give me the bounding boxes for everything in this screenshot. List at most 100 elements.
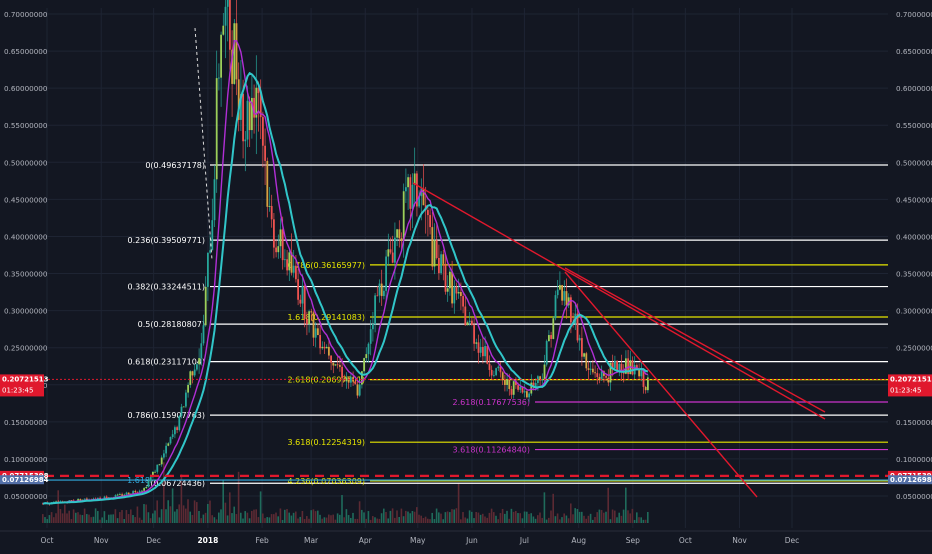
candle-body [427,210,429,216]
fib-level-label: 0.236(0.39509771) [128,236,206,245]
volume-bar [435,508,438,523]
volume-bar [354,518,356,523]
grid [40,8,888,528]
volume-bar [81,515,84,523]
fib-level-label: 0.786(0.15907763) [128,411,206,420]
candle-body [464,306,467,326]
volume-bar [548,517,550,523]
volume-bar [596,512,598,523]
volume-bar [178,504,180,523]
fib-level-label: 4.236(0.07036309) [288,477,366,486]
candle-body [246,100,249,140]
volume-bar [572,514,574,523]
candle-body [576,313,579,341]
volume-bar [642,519,645,523]
volume-bar [552,493,554,523]
candle-body [475,342,478,344]
candle-body [211,220,214,251]
candle-body [127,492,130,495]
volume-bar [466,518,469,523]
candle-body [336,364,339,366]
volume-bar [211,515,213,523]
candle-body [202,325,205,344]
candle-body [180,406,183,416]
trend-lines[interactable] [0,27,888,498]
trend-line[interactable] [194,27,213,261]
trend-line[interactable] [564,267,826,413]
candle-body [455,286,458,294]
y-tick-label: 0.30000000 [896,307,932,316]
candle-body [141,490,143,492]
volume-bar [334,519,337,523]
candle-body [310,311,313,313]
volume-bar [264,518,266,523]
candle-body [134,491,137,493]
candle-body [103,496,106,500]
volume-bar [88,514,90,523]
volume-bar [116,518,119,523]
volume-bar [495,515,497,523]
volume-bar [251,510,253,523]
candle-body [378,283,381,296]
candle-body [275,247,277,253]
candle-body [222,25,225,35]
price-marker-label: 0.20721513 [2,375,49,383]
volume-bar [589,513,592,523]
candle-body [620,363,623,372]
volume-bar [222,480,224,523]
volume-bar [561,517,563,523]
volume-bar [273,514,275,523]
countdown-label: 01:23:45 [2,386,33,394]
volume-bar [416,507,418,523]
candle-body [548,335,550,342]
volume-bar [424,516,427,523]
volume-bar [325,517,328,523]
volume-bar [66,513,68,523]
volume-bar [328,514,330,523]
volume-bar [187,499,189,523]
candle-body [561,285,563,301]
volume-bar [464,517,466,523]
volume-bar [64,504,66,523]
volume-bar [200,518,202,523]
x-tick-label: Aug [571,536,586,545]
volume-bar [257,517,260,523]
volume-bar [600,510,603,523]
volume-bar [391,508,394,523]
candle-body [229,0,231,50]
volume-bar [229,492,231,523]
volume-bar [598,509,601,523]
volume-bar [396,510,398,523]
volume-bar [523,511,526,523]
volume-bar [319,514,321,523]
volume-bar [625,487,627,523]
volume-bar [310,510,312,523]
volume-bar [455,508,458,523]
trend-line[interactable] [564,271,758,498]
candle-body [369,329,372,344]
volume-bar [517,513,519,523]
volume-bar [75,512,77,523]
candle-body [616,360,618,372]
candle-body [121,494,123,496]
candle-body [488,363,491,370]
volume-bar [616,517,618,523]
volume-bar [537,515,539,523]
time-axis[interactable]: Oct Nov Dec 2018 Feb Mar Apr May Jun Jul Aug Sep Oct… [0,530,932,545]
volume-bar [631,508,634,523]
fib-level-label: 3.618(0.12254319) [288,438,366,447]
candle-body [224,6,227,26]
volume-bar [501,508,504,523]
candle-body [539,376,541,381]
y-tick-label: 0.15000000 [896,418,932,427]
y-tick-label: 0.35000000 [4,270,48,279]
volume-bar [451,509,453,523]
candle-body [385,256,387,291]
volume-bar [570,503,572,523]
volume-bar [215,519,218,523]
volume-bar [174,511,176,523]
candle-body [466,322,469,326]
volume-bar [202,514,205,523]
